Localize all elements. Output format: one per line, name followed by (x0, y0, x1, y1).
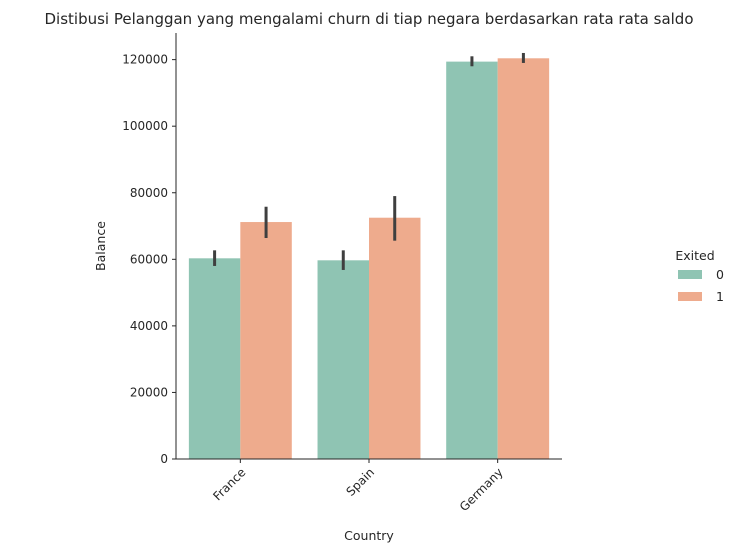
y-axis-label: Balance (93, 221, 108, 271)
bar-spain-exited-0 (317, 260, 369, 459)
legend-label-exited-1: 1 (716, 289, 724, 304)
y-tick-label: 120000 (122, 53, 168, 67)
bar-germany-exited-0 (446, 61, 498, 460)
x-ticks: France Spain Germany (210, 459, 506, 514)
y-tick-label: 60000 (130, 252, 168, 266)
x-tick-label-france: France (210, 465, 248, 503)
error-bars-group (213, 52, 525, 270)
bars-group (188, 58, 550, 460)
y-tick-label: 80000 (130, 186, 168, 200)
chart-title: Distibusi Pelanggan yang mengalami churn… (44, 10, 693, 28)
bar-germany-exited-1 (497, 58, 550, 459)
x-axis-label: Country (344, 528, 394, 543)
y-tick-label: 100000 (122, 119, 168, 133)
y-ticks: 0 20000 40000 60000 80000 100000 120000 (122, 53, 176, 466)
y-tick-label: 0 (160, 452, 168, 466)
bar-france-exited-0 (188, 258, 241, 459)
legend: Exited 0 1 (675, 248, 724, 304)
legend-swatch-exited-0 (678, 270, 702, 279)
y-tick-label: 40000 (130, 319, 168, 333)
legend-title: Exited (675, 248, 714, 263)
legend-label-exited-0: 0 (716, 267, 724, 282)
y-tick-label: 20000 (130, 385, 168, 399)
x-tick-label-germany: Germany (457, 465, 506, 514)
bar-spain-exited-1 (369, 217, 421, 459)
bar-france-exited-1 (240, 222, 292, 459)
legend-swatch-exited-1 (678, 292, 702, 301)
x-tick-label-spain: Spain (344, 465, 378, 499)
